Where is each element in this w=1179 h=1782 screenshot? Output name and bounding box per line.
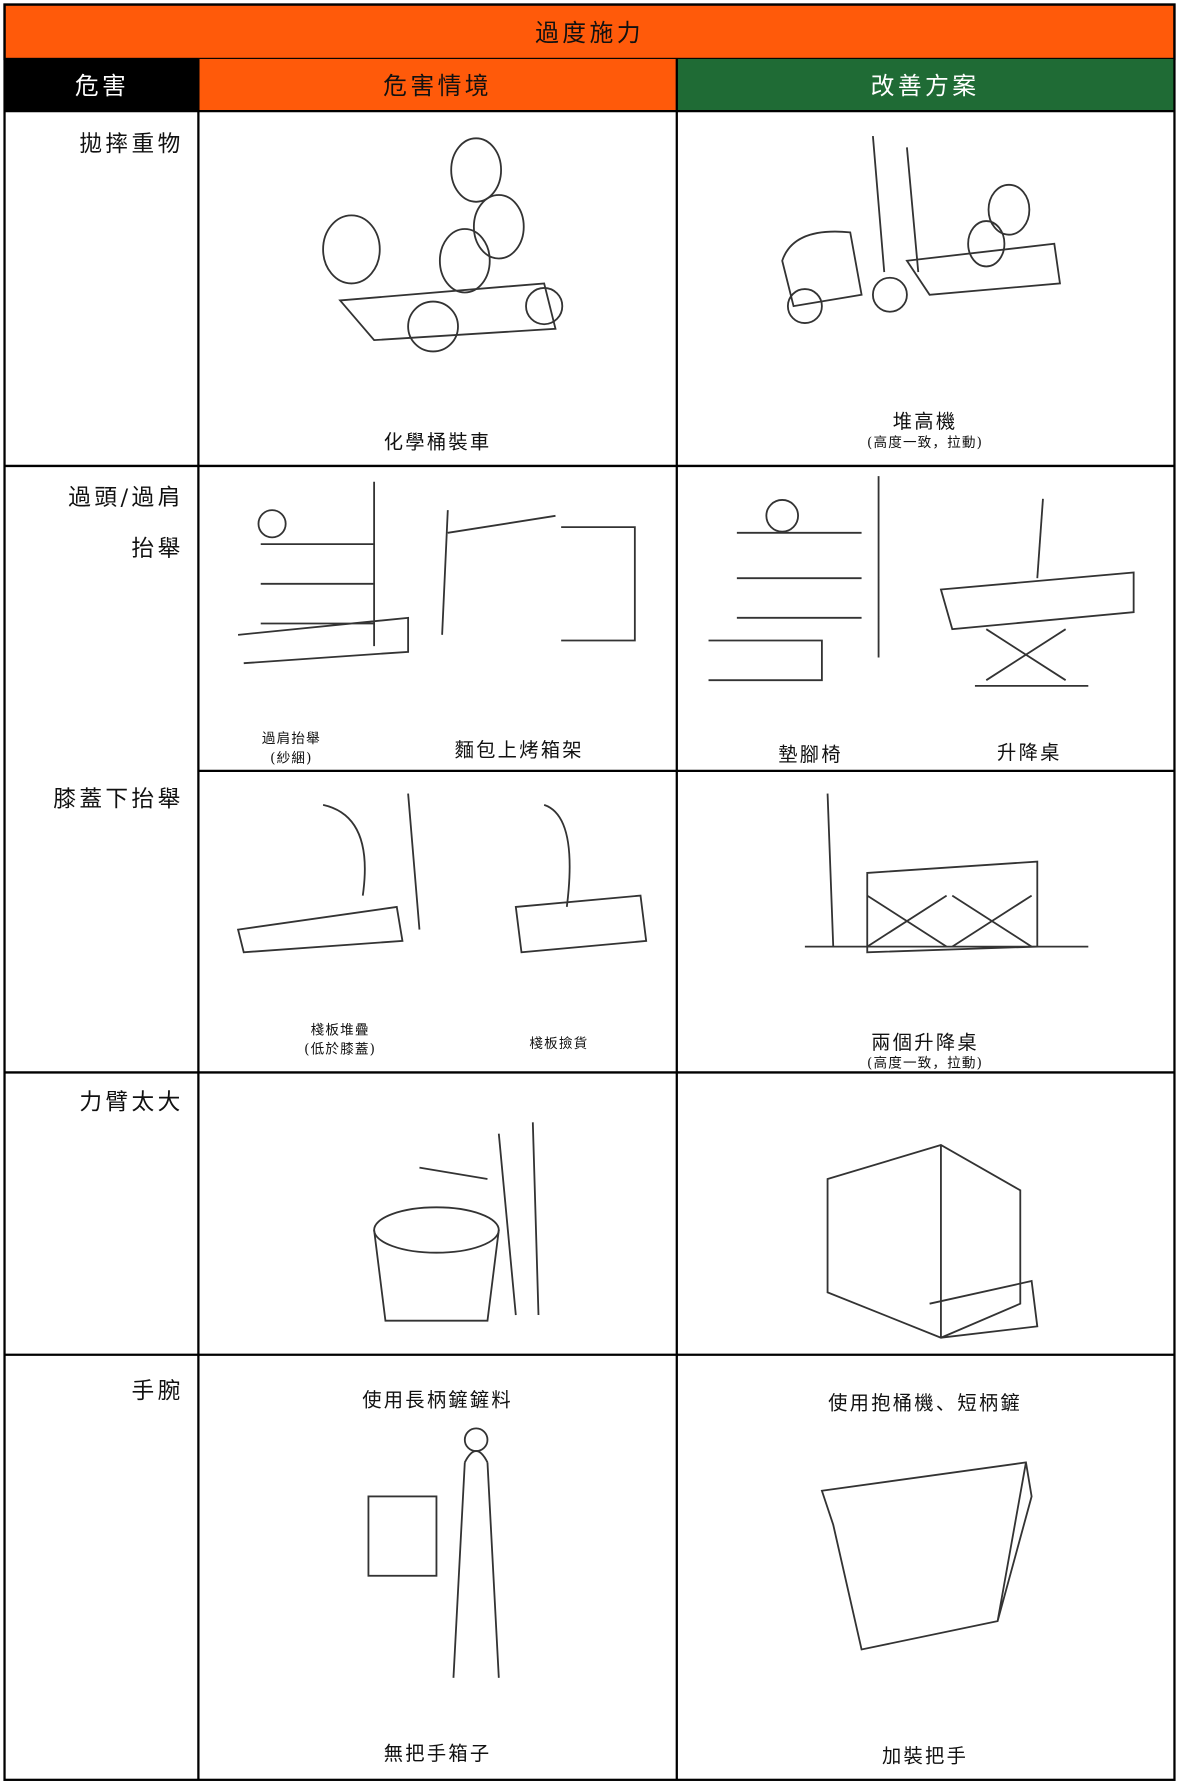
caption: 棧板堆疊 <box>310 1021 370 1038</box>
caption: 使用長柄鏟鏟料 <box>362 1389 513 1412</box>
hazard-label: 膝蓋下抬舉 <box>53 785 184 813</box>
hazard-label: 手腕 <box>131 1376 184 1405</box>
header-cell: 改善方案 <box>870 72 980 100</box>
caption: 堆高機 <box>892 410 958 434</box>
caption: 棧板撿貨 <box>529 1035 589 1052</box>
hazard-label: 抬舉 <box>131 534 184 562</box>
table-title: 過度施力 <box>535 19 644 47</box>
caption: (高度一致，拉動) <box>867 1054 984 1071</box>
caption: 升降桌 <box>997 741 1062 765</box>
hazard-label: 力臂太大 <box>79 1087 184 1115</box>
caption: 兩個升降桌 <box>871 1032 979 1055</box>
header-cell: 危害 <box>74 72 130 100</box>
caption: 化學桶裝車 <box>383 431 492 455</box>
hazard-label: 過頭/過肩 <box>68 483 184 511</box>
caption: (高度一致，拉動) <box>867 434 984 451</box>
caption: 過肩抬舉 <box>261 730 321 747</box>
caption: 墊腳椅 <box>778 744 843 767</box>
caption: 加裝把手 <box>881 1745 969 1768</box>
caption: 使用抱桶機、短柄鏟 <box>828 1392 1022 1416</box>
caption: 麵包上烤箱架 <box>454 739 584 763</box>
caption: (低於膝蓋) <box>304 1041 377 1058</box>
caption: (紗綑) <box>270 749 313 766</box>
hazard-label: 拋摔重物 <box>79 129 184 158</box>
header-cell: 危害情境 <box>383 72 493 100</box>
caption: 無把手箱子 <box>383 1742 492 1766</box>
